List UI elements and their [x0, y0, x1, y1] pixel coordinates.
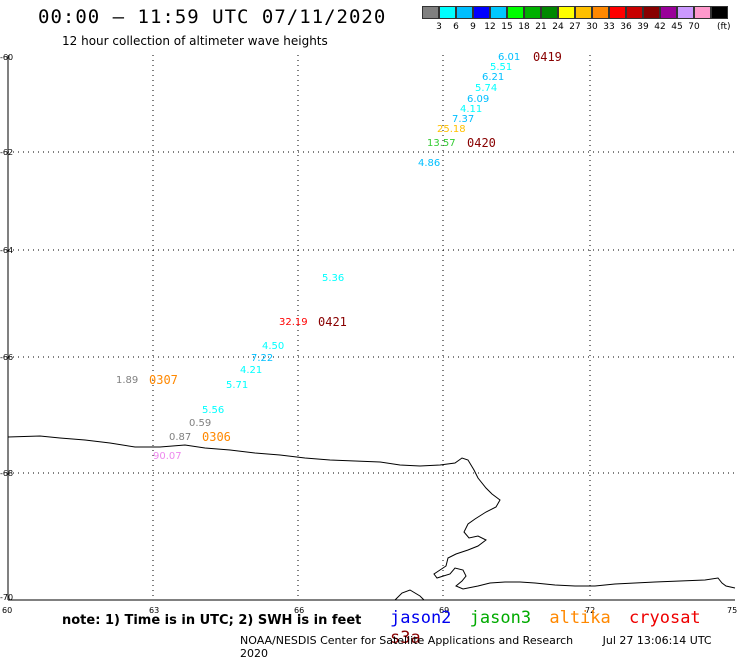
color-swatch — [524, 6, 541, 19]
color-scale-label: 27 — [569, 22, 581, 32]
color-swatch — [711, 6, 728, 19]
coast-fragment — [394, 589, 425, 601]
color-scale-label: 21 — [535, 22, 547, 32]
color-swatch — [541, 6, 558, 19]
color-scale-label: 18 — [518, 22, 530, 32]
color-swatch — [677, 6, 694, 19]
swh-value: 4.21 — [240, 365, 262, 376]
swh-value: 5.36 — [322, 273, 344, 284]
color-scale-label: 24 — [552, 22, 564, 32]
graticule — [8, 55, 735, 600]
pass-time: 0306 — [202, 430, 231, 444]
swh-value: 6.01 — [498, 52, 520, 63]
satellite-altika: altika — [549, 608, 611, 628]
satellite-cryosat: cryosat — [629, 608, 701, 628]
lon-label: 72 — [585, 606, 595, 615]
lon-label: 69 — [439, 606, 449, 615]
lat-tick-labels: -60 -62 -64 -66 -68 -70 — [0, 53, 13, 602]
color-swatch — [660, 6, 677, 19]
lon-label: 66 — [294, 606, 304, 615]
color-scale-label: 6 — [453, 22, 459, 32]
color-scale-label: 30 — [586, 22, 598, 32]
color-scale-legend: 3 6 9 12 15 18 21 24 27 30 33 36 39 42 45 70 — [422, 6, 728, 33]
color-scale-label: 45 — [671, 22, 683, 32]
swh-value: 5.74 — [475, 83, 497, 94]
satellite-jason2: jason2 — [390, 608, 452, 628]
color-swatch — [507, 6, 524, 19]
color-swatch — [694, 6, 711, 19]
satellite-jason3: jason3 — [469, 608, 532, 628]
lat-label: -62 — [0, 148, 13, 157]
antarctic-coastline — [7, 435, 736, 590]
lat-label: -60 — [0, 53, 13, 62]
color-scale-label: 3 — [436, 22, 442, 32]
lat-label: -68 — [0, 469, 13, 478]
color-swatch — [592, 6, 609, 19]
scale-units: (ft) — [717, 22, 731, 32]
swh-value: 6.09 — [467, 94, 489, 105]
color-swatch — [422, 6, 439, 19]
pass-time-labels: 0419 0420 0421 0307 0306 — [149, 50, 562, 444]
swh-value: 0.87 — [169, 432, 191, 443]
swh-value: 5.71 — [226, 380, 248, 391]
satellite-legend: jason2 jason3 altika cryosat s3a — [390, 608, 740, 648]
color-scale-label: 33 — [603, 22, 615, 32]
swh-value: 4.11 — [460, 104, 482, 115]
color-swatch — [456, 6, 473, 19]
swh-value: 7.37 — [452, 114, 474, 125]
pass-time: 0421 — [318, 315, 347, 329]
color-swatch — [643, 6, 660, 19]
color-scale-label: 70 — [688, 22, 700, 32]
swh-value: 5.51 — [490, 62, 512, 73]
swh-value: 1.89 — [116, 375, 138, 386]
swh-value: 25.18 — [437, 124, 466, 135]
swh-observations: 6.01 5.51 6.21 5.74 6.09 4.11 7.37 25.18… — [116, 52, 520, 462]
color-scale-label: 9 — [470, 22, 476, 32]
map-title: 00:00 – 11:59 UTC 07/11/2020 — [38, 6, 387, 28]
color-scale-swatches — [422, 6, 728, 19]
pass-time: 0419 — [533, 50, 562, 64]
swh-value: 7.22 — [251, 353, 273, 364]
swh-value: 0.59 — [189, 418, 211, 429]
lon-label: 60 — [2, 606, 12, 615]
swh-value: 6.21 — [482, 72, 504, 83]
color-swatch — [558, 6, 575, 19]
color-swatch — [490, 6, 507, 19]
lat-label: -64 — [0, 246, 13, 255]
lat-label: -66 — [0, 353, 13, 362]
pass-time: 0420 — [467, 136, 496, 150]
swh-value: 4.50 — [262, 341, 284, 352]
color-swatch — [439, 6, 456, 19]
swh-value: 32.19 — [279, 317, 308, 328]
color-swatch — [473, 6, 490, 19]
swh-value: 90.07 — [153, 451, 182, 462]
satellite-s3a: s3a — [390, 628, 421, 648]
credit-text: NOAA/NESDIS Center for Satellite Applica… — [240, 634, 574, 647]
lon-tick-labels: 60 63 66 69 72 75 — [2, 606, 737, 615]
swh-value: 13.57 — [427, 138, 456, 149]
lon-label: 75 — [727, 606, 737, 615]
lat-label: -70 — [0, 593, 13, 602]
pass-time: 0307 — [149, 373, 178, 387]
color-scale-label: 42 — [654, 22, 666, 32]
lon-label: 63 — [149, 606, 159, 615]
color-swatch — [575, 6, 592, 19]
color-scale-label: 36 — [620, 22, 632, 32]
credit-line: NOAA/NESDIS Center for Satellite Applica… — [240, 634, 740, 660]
color-scale-label: 39 — [637, 22, 649, 32]
color-scale-label: 15 — [501, 22, 513, 32]
color-swatch — [609, 6, 626, 19]
swh-value: 5.56 — [202, 405, 224, 416]
color-scale-labels: 3 6 9 12 15 18 21 24 27 30 33 36 39 42 45 70 — [422, 19, 728, 33]
map-subtitle: 12 hour collection of altimeter wave hei… — [62, 34, 328, 48]
color-scale-label: 12 — [484, 22, 496, 32]
color-swatch — [626, 6, 643, 19]
footnote: note: 1) Time is in UTC; 2) SWH is in fe… — [62, 613, 362, 628]
swh-value: 4.86 — [418, 158, 440, 169]
map-frame — [7, 55, 735, 601]
